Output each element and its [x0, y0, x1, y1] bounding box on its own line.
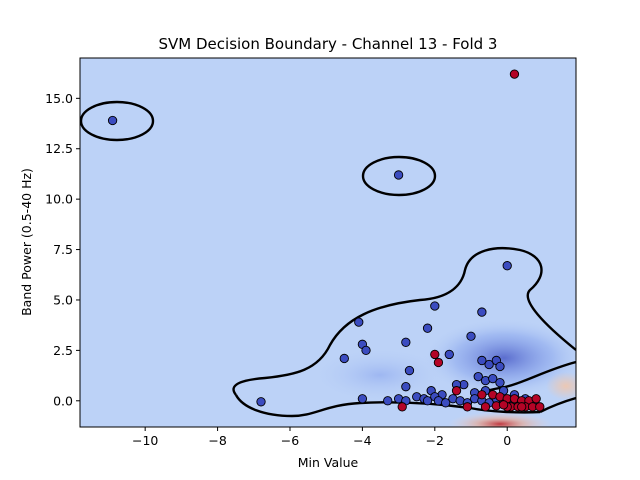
class-1-point [430, 349, 440, 360]
x-axis-label: Min Value [298, 455, 359, 470]
class-0-point [383, 396, 393, 406]
class-0-point [502, 261, 512, 271]
class-0-point [422, 396, 433, 406]
class-0-point [441, 398, 451, 408]
x-tick-label: −10 [132, 433, 158, 448]
class-1-point [480, 402, 491, 412]
class-0-point [444, 349, 454, 360]
class-0-point [401, 337, 411, 347]
class-1-point [509, 69, 520, 79]
class-1-point [462, 402, 473, 412]
x-axis: −10 −8 −6 −4 −2 0 [132, 427, 511, 448]
boundary-contour [80, 100, 155, 142]
class-0-point [339, 353, 349, 364]
x-tick-label: −8 [208, 433, 226, 448]
class-1-point [517, 402, 527, 412]
class-1-point [498, 400, 509, 410]
x-tick-label: 0 [503, 433, 511, 448]
y-axis-label: Band Power (0.5-40 Hz) [19, 168, 34, 316]
chart-title: SVM Decision Boundary - Channel 13 - Fol… [159, 35, 498, 53]
class-0-point [401, 382, 411, 392]
y-tick-label: 0.0 [53, 393, 73, 408]
class-1-point [433, 357, 444, 368]
y-tick-label: 10.0 [45, 192, 73, 207]
class-0-point [404, 365, 415, 376]
y-tick-label: 5.0 [53, 292, 73, 307]
x-tick-label: −4 [353, 433, 371, 448]
class-1-point [535, 402, 545, 412]
plot-frame [79, 57, 577, 428]
y-tick-label: 15.0 [45, 91, 73, 106]
class-0-point [495, 361, 505, 372]
boundary-contour [361, 155, 437, 197]
boundary-contour [539, 396, 576, 414]
boundary-contour [469, 406, 541, 414]
class-0-point [357, 394, 368, 404]
y-tick-label: 12.5 [45, 141, 73, 156]
y-tick-label: 7.5 [53, 242, 73, 257]
class-0-point [393, 170, 404, 180]
class-0-point [477, 355, 487, 366]
class-0-point [354, 317, 364, 327]
class-0-point [107, 115, 118, 126]
class-0-point [361, 345, 371, 356]
class-1-point [477, 390, 487, 400]
boundary-contour [232, 247, 576, 396]
positive-region-right [546, 372, 576, 400]
class-0-point [484, 359, 494, 370]
x-tick-label: −6 [281, 433, 299, 448]
class-1-point [397, 402, 407, 412]
class-0-point [477, 307, 487, 317]
class-1-point [451, 386, 462, 396]
class-0-point [256, 397, 266, 407]
class-0-point [495, 377, 505, 388]
x-tick-label: −2 [426, 433, 444, 448]
class-0-point [473, 371, 483, 382]
positive-region-blob [448, 412, 552, 427]
y-tick-label: 2.5 [53, 343, 73, 358]
class-0-point [466, 331, 476, 341]
plot-area [79, 57, 577, 428]
class-0-point [488, 373, 498, 384]
class-1-point [531, 394, 541, 404]
class-0-point [430, 301, 440, 311]
scatter-points [107, 69, 545, 412]
y-axis: 0.0 2.5 5.0 7.5 10.0 12.5 15.0 [45, 91, 80, 408]
class-0-point [422, 323, 433, 333]
